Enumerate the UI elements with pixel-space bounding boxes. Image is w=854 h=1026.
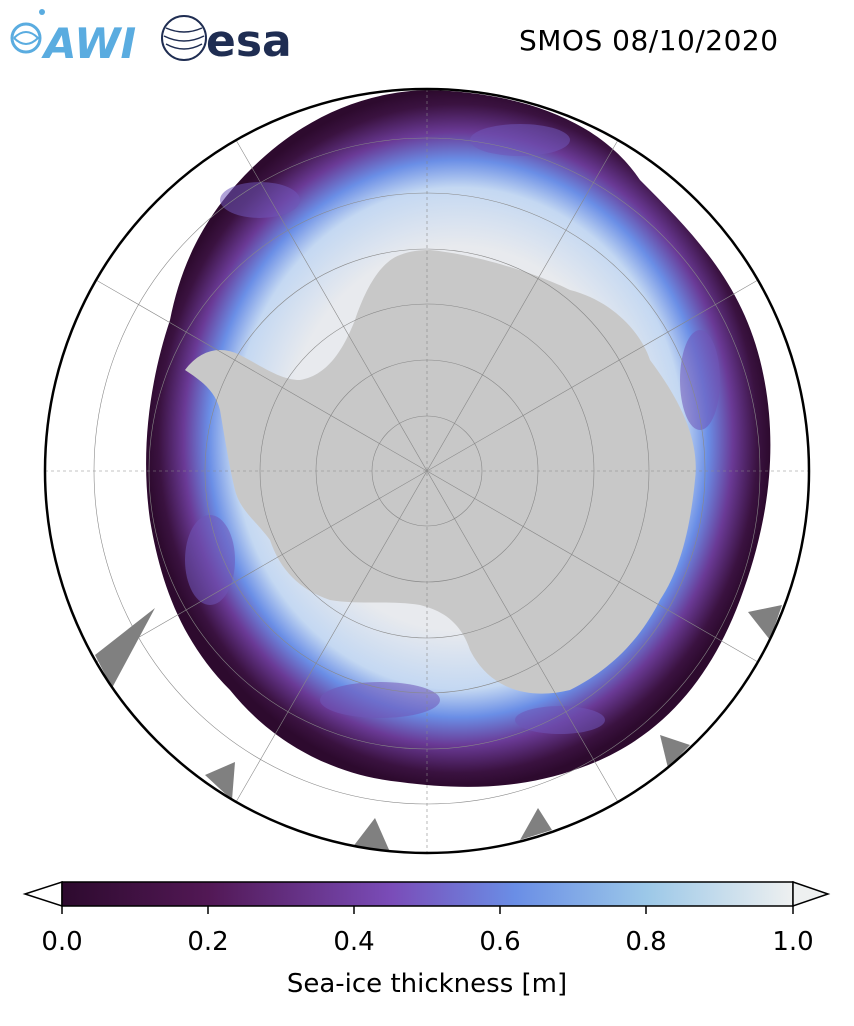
colorbar-tick-label: 0.0 <box>41 927 82 957</box>
awi-logo-text: AWI <box>41 19 136 66</box>
colorbar-tick-label: 0.6 <box>479 927 520 957</box>
missing-data-wedges <box>95 605 782 852</box>
awi-globe-icon <box>10 22 42 54</box>
page-title: SMOS 08/10/2020 <box>519 24 779 57</box>
map-border <box>43 87 811 855</box>
colorbar-title: Sea-ice thickness [m] <box>287 969 567 999</box>
logos-svg: AWI esa <box>10 9 292 68</box>
colorbar-gradient <box>61 881 794 907</box>
graticule <box>45 89 809 853</box>
thin-ice-patches <box>185 124 720 734</box>
esa-globe-icon <box>161 15 207 61</box>
colorbar-tick-label: 0.2 <box>187 927 228 957</box>
colorbar-tick-label: 1.0 <box>772 927 813 957</box>
colorbar-tick-label: 0.4 <box>333 927 374 957</box>
colorbar-tick-label: 0.8 <box>625 927 666 957</box>
antarctica-land <box>185 250 696 694</box>
esa-logo: esa <box>161 15 292 67</box>
colorbar-extend-max <box>792 880 831 908</box>
esa-logo-text: esa <box>206 16 292 66</box>
logo-bar: AWI esa <box>8 6 308 68</box>
colorbar-extend-min <box>22 880 63 908</box>
colorbar-ticks <box>61 906 794 914</box>
polar-map <box>43 87 811 855</box>
awi-logo: AWI <box>10 9 136 68</box>
